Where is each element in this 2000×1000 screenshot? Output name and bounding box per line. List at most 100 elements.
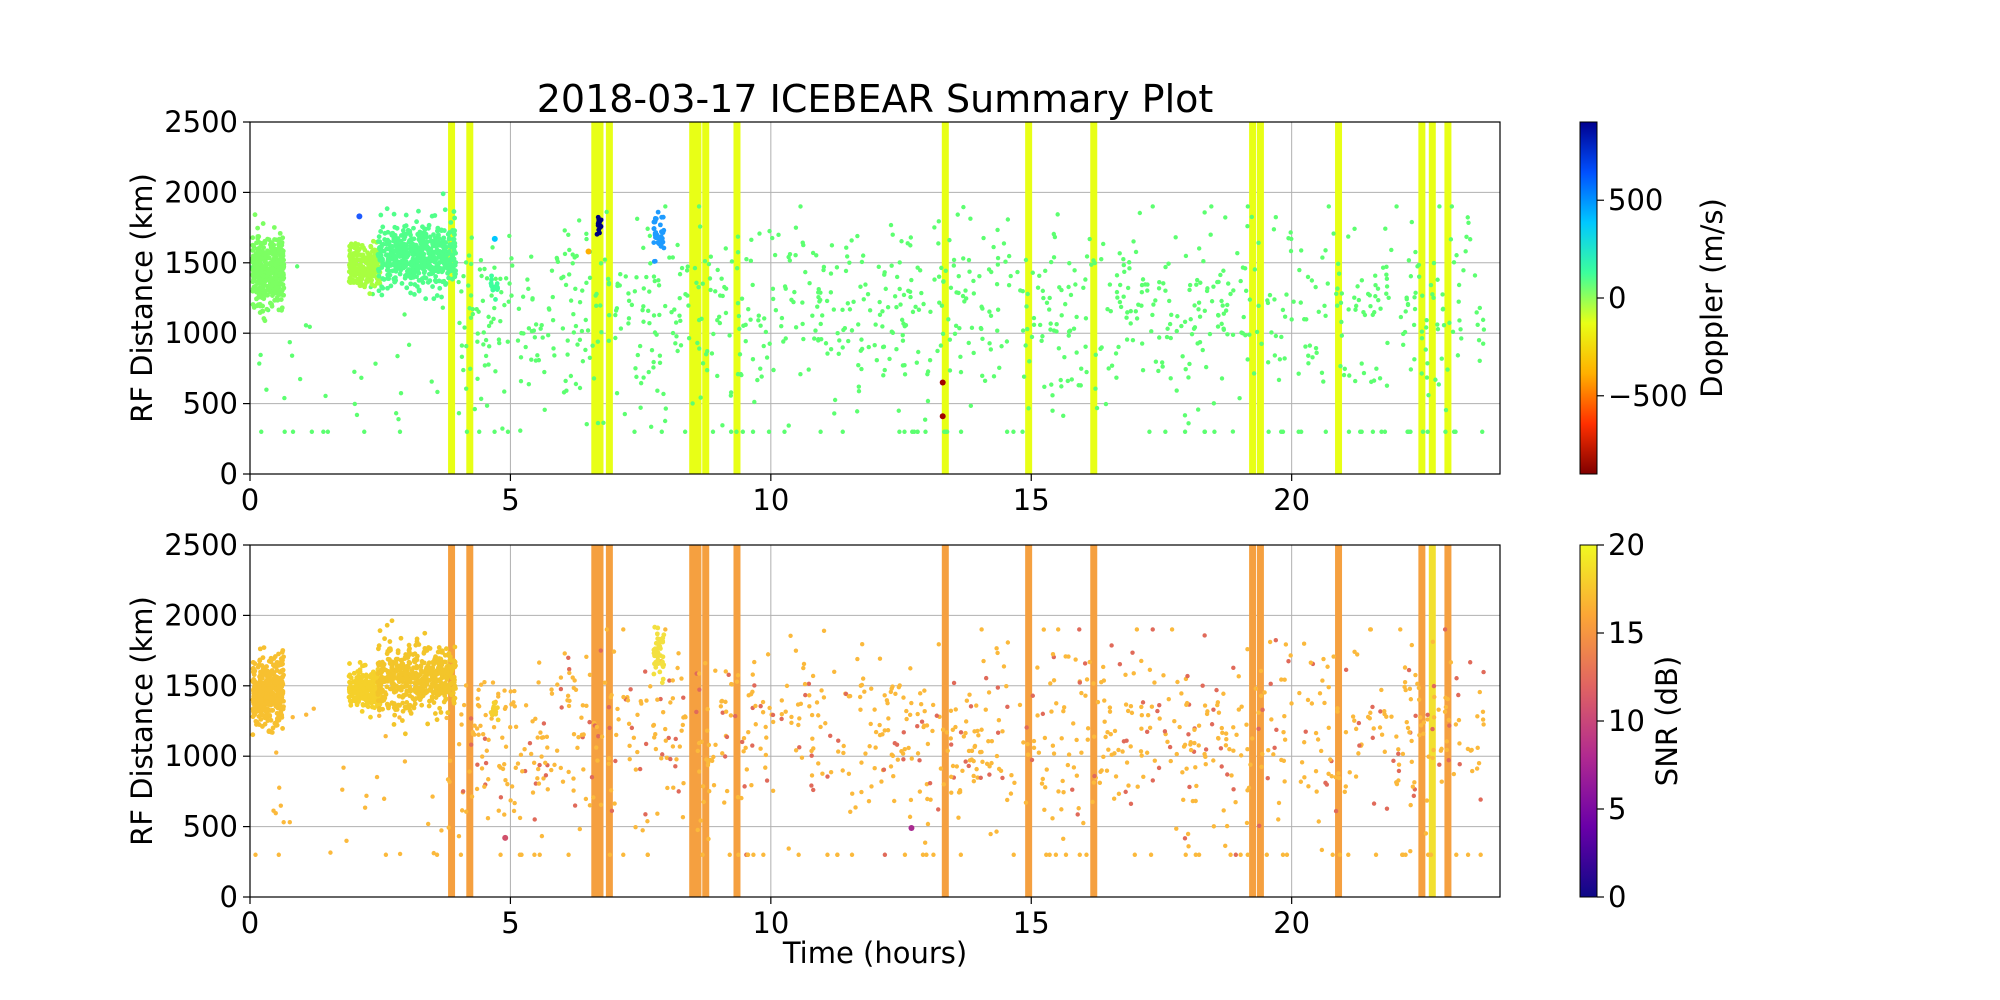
data-point	[466, 283, 471, 288]
data-point	[1284, 292, 1289, 297]
cluster-point	[270, 725, 276, 731]
data-point	[253, 852, 258, 857]
cluster-point	[274, 674, 280, 680]
data-point	[809, 783, 814, 788]
data-point	[715, 373, 720, 379]
data-point	[967, 269, 972, 274]
data-point	[763, 752, 769, 758]
data-point	[552, 353, 557, 358]
data-point	[1342, 789, 1347, 795]
data-point	[1050, 816, 1055, 821]
data-point	[910, 429, 915, 434]
data-point	[472, 406, 477, 412]
data-point	[1229, 773, 1234, 778]
data-point	[643, 812, 648, 817]
data-point	[523, 703, 529, 708]
data-point	[909, 756, 914, 761]
vertical-band	[1249, 545, 1257, 897]
cluster-point	[385, 285, 390, 291]
data-point	[900, 338, 906, 343]
data-point	[872, 707, 877, 712]
cluster-point	[389, 700, 395, 706]
data-point	[1183, 253, 1189, 259]
data-point	[1077, 852, 1082, 857]
cluster-point	[278, 704, 284, 710]
data-point	[1044, 767, 1049, 772]
data-point	[577, 299, 583, 305]
cluster-point	[417, 697, 423, 703]
x-tick-label: 20	[1273, 483, 1310, 517]
data-point	[1408, 848, 1413, 854]
cluster-point	[419, 702, 425, 708]
data-point	[1371, 801, 1377, 806]
data-point	[477, 267, 483, 272]
cluster-point	[655, 625, 661, 631]
cluster-point	[432, 711, 438, 716]
data-point	[1339, 291, 1345, 296]
data-point	[1018, 288, 1023, 293]
data-point	[1466, 220, 1471, 226]
data-point	[1109, 363, 1115, 368]
data-point	[1259, 764, 1264, 769]
data-point	[606, 312, 612, 318]
data-point	[996, 766, 1002, 772]
cluster-point	[260, 655, 266, 661]
data-point	[683, 291, 688, 297]
data-point	[987, 764, 992, 769]
data-point	[554, 256, 560, 262]
data-point	[1476, 337, 1482, 343]
data-point	[1194, 277, 1200, 283]
data-point	[1182, 836, 1188, 841]
data-point	[1481, 669, 1486, 675]
cluster-point	[435, 232, 441, 238]
cluster-point	[658, 234, 664, 240]
cluster-point	[414, 274, 419, 280]
data-point	[1223, 308, 1229, 313]
data-point	[770, 788, 776, 793]
data-point	[1262, 690, 1267, 695]
data-point	[1314, 789, 1319, 794]
data-point	[711, 331, 716, 337]
data-point	[1480, 341, 1486, 346]
data-point	[1029, 757, 1035, 763]
cluster-point	[387, 639, 393, 644]
data-point	[752, 659, 757, 665]
cluster-point	[419, 659, 425, 664]
data-point	[1297, 267, 1302, 273]
data-point	[1250, 736, 1255, 741]
data-point	[1179, 691, 1184, 696]
data-point	[425, 821, 431, 827]
data-point	[1413, 290, 1418, 296]
data-point	[1458, 327, 1463, 332]
data-point	[1041, 627, 1046, 632]
data-point	[932, 225, 937, 230]
data-point	[940, 331, 946, 337]
data-point	[402, 312, 407, 317]
data-point	[374, 774, 380, 780]
cluster-point	[408, 238, 414, 244]
data-point	[1464, 234, 1469, 240]
data-point	[634, 374, 639, 380]
data-point	[629, 302, 635, 308]
data-point	[1396, 762, 1402, 767]
data-point	[1356, 751, 1361, 756]
data-point	[1256, 303, 1261, 309]
data-point	[1139, 282, 1145, 288]
cluster-point	[452, 215, 458, 221]
data-point	[890, 232, 895, 237]
data-point	[1187, 784, 1192, 790]
data-point	[1439, 356, 1444, 361]
data-point	[749, 237, 754, 243]
data-point	[1273, 638, 1279, 643]
vertical-band	[466, 545, 474, 897]
data-point	[977, 273, 982, 279]
data-point	[669, 309, 674, 315]
data-point	[1099, 256, 1104, 262]
data-point	[883, 286, 888, 292]
cluster-point	[280, 648, 286, 653]
data-point	[1431, 295, 1436, 301]
data-point	[456, 741, 462, 747]
data-point	[707, 276, 713, 281]
data-point	[1236, 707, 1242, 712]
data-point	[927, 357, 933, 363]
